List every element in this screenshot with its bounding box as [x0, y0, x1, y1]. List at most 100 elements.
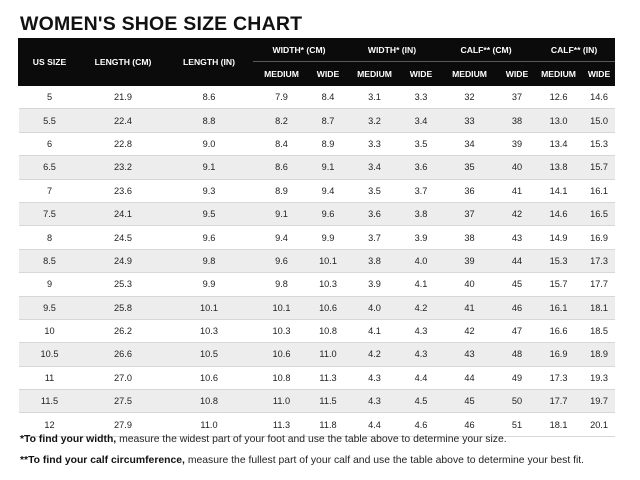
table-cell: 9.3 [165, 179, 253, 203]
table-cell: 10.1 [310, 249, 346, 274]
table-cell: 24.5 [80, 225, 166, 250]
table-cell: 9.0 [165, 132, 253, 157]
table-cell: 8.4 [310, 85, 346, 110]
table-cell: 10.8 [165, 389, 253, 414]
table-cell: 14.6 [533, 202, 584, 227]
table-cell: 8.7 [310, 108, 346, 133]
table-cell: 3.3 [403, 85, 439, 110]
table-cell: 11.0 [310, 342, 346, 367]
table-row: 5.5 22.4 8.8 8.2 8.7 3.2 3.4 33 38 13.0 15.0 [18, 108, 615, 133]
table-cell: 10.5 [18, 342, 81, 367]
table-row: 12 27.9 11.0 11.3 11.8 4.4 4.6 46 51 18.1 20.1 [18, 412, 615, 437]
table-cell: 15.0 [583, 108, 615, 133]
table-cell: 33 [438, 108, 501, 133]
table-cell: 19.7 [583, 389, 615, 414]
subheader-medium: MEDIUM [345, 61, 405, 86]
table-cell: 10.8 [252, 366, 311, 391]
header-calf-cm: CALF** (CM) [438, 38, 535, 62]
table-cell: 45 [438, 389, 501, 414]
table-cell: 10.3 [252, 319, 311, 344]
footnote-width-text: measure the widest part of your foot and… [116, 434, 507, 445]
table-cell: 3.6 [403, 155, 439, 180]
table-cell: 4.0 [345, 296, 404, 320]
table-cell: 39 [500, 132, 534, 157]
table-cell: 11 [18, 366, 81, 391]
table-cell: 5.5 [18, 108, 81, 133]
subheader-medium: MEDIUM [438, 61, 502, 86]
size-table: US SIZE LENGTH (CM) LENGTH (IN) WIDTH* (… [18, 38, 616, 437]
subheader-wide: WIDE [403, 61, 440, 86]
header-length-cm: LENGTH (CM) [80, 38, 166, 86]
table-cell: 13.0 [533, 108, 584, 133]
table-cell: 3.9 [345, 272, 404, 297]
table-cell: 50 [500, 389, 534, 414]
table-cell: 27.5 [80, 389, 166, 414]
table-cell: 8.2 [252, 108, 311, 133]
table-row: 10 26.2 10.3 10.3 10.8 4.1 4.3 42 47 16.6 18.5 [18, 319, 615, 344]
table-cell: 16.9 [583, 225, 615, 250]
table-row: 9.5 25.8 10.1 10.1 10.6 4.0 4.2 41 46 16.1 18.1 [18, 296, 615, 320]
table-cell: 15.3 [533, 249, 584, 274]
table-cell: 8.9 [310, 132, 346, 157]
table-cell: 35 [438, 155, 501, 180]
table-cell: 11.8 [310, 412, 346, 437]
table-cell: 17.3 [583, 249, 615, 274]
table-cell: 9.4 [252, 225, 311, 250]
table-cell: 21.9 [80, 85, 166, 110]
table-cell: 11.5 [310, 389, 346, 414]
table-cell: 9.8 [165, 249, 253, 274]
table-cell: 10.1 [165, 296, 253, 320]
table-cell: 23.2 [80, 155, 166, 180]
table-cell: 27.0 [80, 366, 166, 391]
table-cell: 10.6 [165, 366, 253, 391]
table-cell: 18.1 [583, 296, 615, 320]
table-cell: 8 [18, 225, 81, 250]
table-cell: 4.0 [403, 249, 439, 274]
table-cell: 9.6 [165, 225, 253, 250]
table-row: 5 21.9 8.6 7.9 8.4 3.1 3.3 32 37 12.6 14.6 [18, 85, 615, 110]
table-cell: 13.8 [533, 155, 584, 180]
table-cell: 44 [500, 249, 534, 274]
table-row: 6.5 23.2 9.1 8.6 9.1 3.4 3.6 35 40 13.8 15.7 [18, 155, 615, 180]
page-title: WOMEN'S SHOE SIZE CHART [20, 13, 303, 35]
table-cell: 9 [18, 272, 81, 297]
table-cell: 17.7 [583, 272, 615, 297]
table-cell: 10.6 [252, 342, 311, 367]
table-row: 9 25.3 9.9 9.8 10.3 3.9 4.1 40 45 15.7 17.7 [18, 272, 615, 297]
table-cell: 24.1 [80, 202, 166, 227]
table-cell: 41 [500, 179, 534, 203]
table-cell: 9.5 [18, 296, 81, 320]
table-cell: 16.9 [533, 342, 584, 367]
table-row: 7.5 24.1 9.5 9.1 9.6 3.6 3.8 37 42 14.6 16.5 [18, 202, 615, 227]
table-cell: 9.1 [252, 202, 311, 227]
table-cell: 3.5 [345, 179, 404, 203]
table-cell: 32 [438, 85, 501, 110]
table-cell: 38 [500, 108, 534, 133]
table-cell: 26.2 [80, 319, 166, 344]
table-cell: 4.3 [403, 319, 439, 344]
table-header: US SIZE LENGTH (CM) LENGTH (IN) WIDTH* (… [18, 38, 616, 86]
table-cell: 4.3 [345, 366, 404, 391]
table-cell: 14.6 [583, 85, 615, 110]
table-cell: 3.7 [403, 179, 439, 203]
table-cell: 26.6 [80, 342, 166, 367]
footnote-calf: **To find your calf circumference, measu… [20, 455, 584, 466]
table-cell: 16.1 [533, 296, 584, 320]
table-cell: 39 [438, 249, 501, 274]
footnote-calf-lead: **To find your calf circumference, [20, 455, 185, 466]
table-cell: 10.8 [310, 319, 346, 344]
table-cell: 24.9 [80, 249, 166, 274]
table-row: 8 24.5 9.6 9.4 9.9 3.7 3.9 38 43 14.9 16.9 [18, 225, 615, 250]
table-cell: 3.4 [403, 108, 439, 133]
table-cell: 25.3 [80, 272, 166, 297]
table-cell: 46 [500, 296, 534, 320]
table-cell: 42 [438, 319, 501, 344]
table-cell: 8.9 [252, 179, 311, 203]
table-cell: 40 [500, 155, 534, 180]
table-cell: 4.1 [403, 272, 439, 297]
table-cell: 3.9 [403, 225, 439, 250]
table-cell: 18.1 [533, 412, 584, 437]
header-us-size: US SIZE [18, 38, 81, 86]
table-cell: 34 [438, 132, 501, 157]
table-cell: 43 [500, 225, 534, 250]
